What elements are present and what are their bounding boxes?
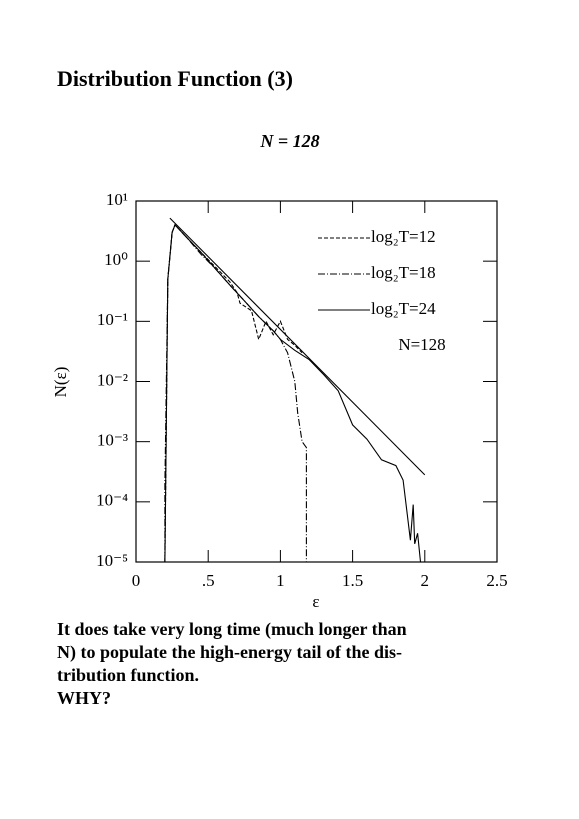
body-text: It does take very long time (much longer… bbox=[57, 618, 407, 710]
y-tick-label: 10¹ bbox=[106, 190, 128, 209]
legend-label: log₂T=18 bbox=[371, 263, 436, 282]
chart: N = 128 ε N(ε) N=128 0 .5 1 1.5 2 2.5 10⁻⁵ 10⁻⁴… bbox=[51, 131, 508, 610]
y-tick-label: 10⁻¹ bbox=[97, 310, 128, 329]
line bbox=[164, 223, 303, 563]
text-line: It does take very long time (much longer… bbox=[57, 619, 407, 639]
line bbox=[164, 223, 422, 563]
x-tick-label: .5 bbox=[202, 571, 215, 590]
heading: Distribution Function (3) bbox=[57, 66, 293, 91]
x-tick-label: 1.5 bbox=[342, 571, 363, 590]
text-line: N) to populate the high-energy tail of t… bbox=[57, 642, 402, 662]
text-line: tribution function. bbox=[57, 665, 200, 685]
y-tick-label: 10⁻² bbox=[97, 370, 128, 389]
subtitle: N = 128 bbox=[259, 131, 319, 151]
plot-frame bbox=[135, 200, 498, 563]
x-axis-label: ε bbox=[312, 592, 319, 610]
legend-label: log₂T=12 bbox=[371, 227, 436, 246]
y-axis-label: N(ε) bbox=[51, 367, 70, 398]
y-tick-label: 10⁰ bbox=[104, 250, 128, 269]
legend-label: log₂T=24 bbox=[371, 299, 436, 318]
y-tick-label: 10⁻⁴ bbox=[96, 491, 128, 510]
x-tick-label: 2 bbox=[421, 571, 430, 590]
text-line: WHY? bbox=[57, 688, 111, 708]
fit-line bbox=[169, 217, 426, 476]
y-tick-label: 10⁻³ bbox=[97, 431, 128, 450]
y-tick-label: 10⁻⁵ bbox=[96, 551, 128, 570]
x-tick-label: 1 bbox=[276, 571, 285, 590]
x-tick-label: 2.5 bbox=[486, 571, 507, 590]
x-tick-label: 0 bbox=[132, 571, 141, 590]
line bbox=[164, 223, 307, 562]
annotation: N=128 bbox=[398, 335, 445, 354]
